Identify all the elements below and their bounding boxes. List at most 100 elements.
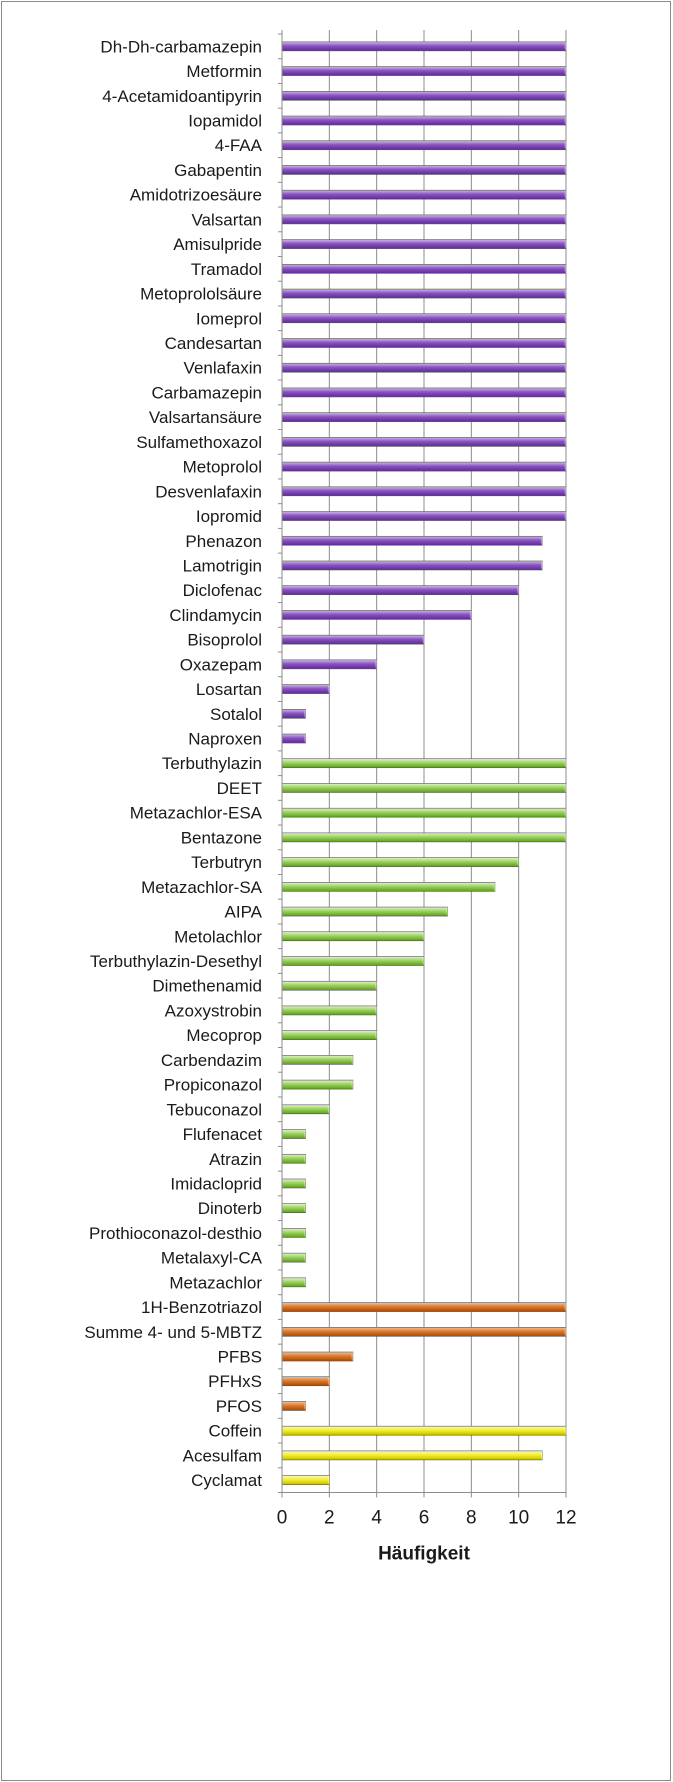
bar (281, 165, 567, 175)
x-tick-label: 6 (419, 1507, 430, 1528)
bar-cap (564, 313, 568, 323)
bar (281, 362, 567, 373)
bar-cap (564, 808, 568, 818)
category-label: Carbamazepin (151, 383, 262, 402)
bar-cap (327, 684, 331, 694)
bar-cap (564, 214, 568, 224)
bar (281, 1302, 567, 1312)
bar-cap (564, 338, 568, 348)
x-axis: 0 2 4 6 8 10 12 Häufigkeit (277, 30, 577, 1564)
category-label: Dh-Dh-carbamazepin (100, 37, 262, 56)
bar-cap (564, 758, 568, 768)
category-label: Terbutryn (191, 853, 262, 872)
bar (281, 1030, 377, 1040)
bar (281, 758, 567, 769)
bar (281, 1104, 330, 1115)
bar-cap (351, 1352, 355, 1362)
category-label: Gabapentin (174, 161, 262, 180)
category-label: PFBS (218, 1348, 262, 1367)
category-label: Dinoterb (198, 1199, 262, 1218)
bar-cap (564, 190, 568, 200)
bar (281, 659, 377, 670)
bar (281, 684, 330, 694)
bar (281, 1425, 567, 1436)
category-label: Amidotrizoesäure (130, 186, 262, 205)
category-label: Flufenacet (183, 1125, 263, 1144)
bar-cap (375, 1030, 379, 1040)
bar-cap (304, 1253, 308, 1263)
category-label: Atrazin (209, 1150, 262, 1169)
category-label: Metazachlor (169, 1273, 262, 1292)
category-label: Metalaxyl-CA (161, 1249, 263, 1268)
bar (281, 511, 567, 521)
category-label: Acesulfam (183, 1446, 262, 1465)
x-tick-label: 0 (277, 1507, 288, 1528)
category-labels: Dh-Dh-carbamazepin Metformin 4-Acetamidoan… (84, 37, 262, 1490)
bar-cap (304, 1178, 308, 1188)
bar-cap (375, 981, 379, 991)
category-label: Metazachlor-ESA (130, 804, 263, 823)
bar (281, 91, 567, 101)
x-tick-label: 12 (555, 1507, 576, 1528)
bar-cap (304, 1203, 308, 1213)
bar-cap (327, 1376, 331, 1386)
bar (281, 437, 567, 447)
category-label: Candesartan (165, 334, 262, 353)
bar (281, 1376, 330, 1387)
bar-cap (564, 1302, 568, 1312)
bar-cap (304, 1154, 308, 1164)
bar-cap (564, 783, 568, 793)
bar (281, 1153, 306, 1164)
bar-cap (422, 931, 426, 941)
bar-cap (375, 1005, 379, 1015)
bar-cap (304, 1228, 308, 1238)
category-label: Losartan (196, 680, 262, 699)
bar-cap (304, 1277, 308, 1287)
bar-cap (564, 832, 568, 842)
category-label: PFHxS (208, 1372, 262, 1391)
bar-cap (564, 239, 568, 249)
category-label: Tramadol (191, 260, 262, 279)
category-label: 4-FAA (215, 136, 263, 155)
bar-cap (564, 140, 568, 150)
category-label: DEET (217, 779, 262, 798)
bar (281, 264, 567, 274)
bar-cap (446, 907, 450, 917)
category-label: Iomeprol (196, 309, 262, 328)
bars (281, 41, 568, 1485)
category-label: Lamotrigin (183, 556, 262, 575)
bar (281, 461, 567, 472)
bar (281, 980, 377, 991)
x-axis-title: Häufigkeit (378, 1543, 471, 1564)
bar-cap (304, 1401, 308, 1411)
x-tick-label: 8 (466, 1507, 477, 1528)
x-tick-label: 4 (371, 1507, 382, 1528)
category-label: Imidacloprid (170, 1174, 262, 1193)
bar (281, 412, 567, 422)
bar (281, 634, 425, 645)
category-label: Valsartansäure (149, 408, 262, 427)
bar-cap (469, 610, 473, 620)
category-label: Tebuconazol (167, 1100, 262, 1119)
category-label: Dimethenamid (152, 977, 262, 996)
category-label: Amisulpride (173, 235, 262, 254)
bar-cap (422, 956, 426, 966)
bar (281, 832, 567, 843)
category-label: Valsartan (191, 210, 262, 229)
category-label: Metoprololsäure (140, 285, 262, 304)
bar (281, 189, 567, 200)
bar (281, 535, 543, 546)
bar-cap (540, 560, 544, 570)
bar-cap (540, 1450, 544, 1460)
bar (281, 1401, 306, 1411)
bar (281, 1450, 543, 1461)
category-label: Iopromid (196, 507, 262, 526)
bar-cap (327, 1104, 331, 1114)
category-label: Summe 4- und 5-MBTZ (84, 1323, 262, 1342)
bar-cap (375, 659, 379, 669)
bar (281, 906, 448, 917)
bar (281, 1178, 306, 1189)
bar-cap (517, 857, 521, 867)
bar-cap (564, 1426, 568, 1436)
